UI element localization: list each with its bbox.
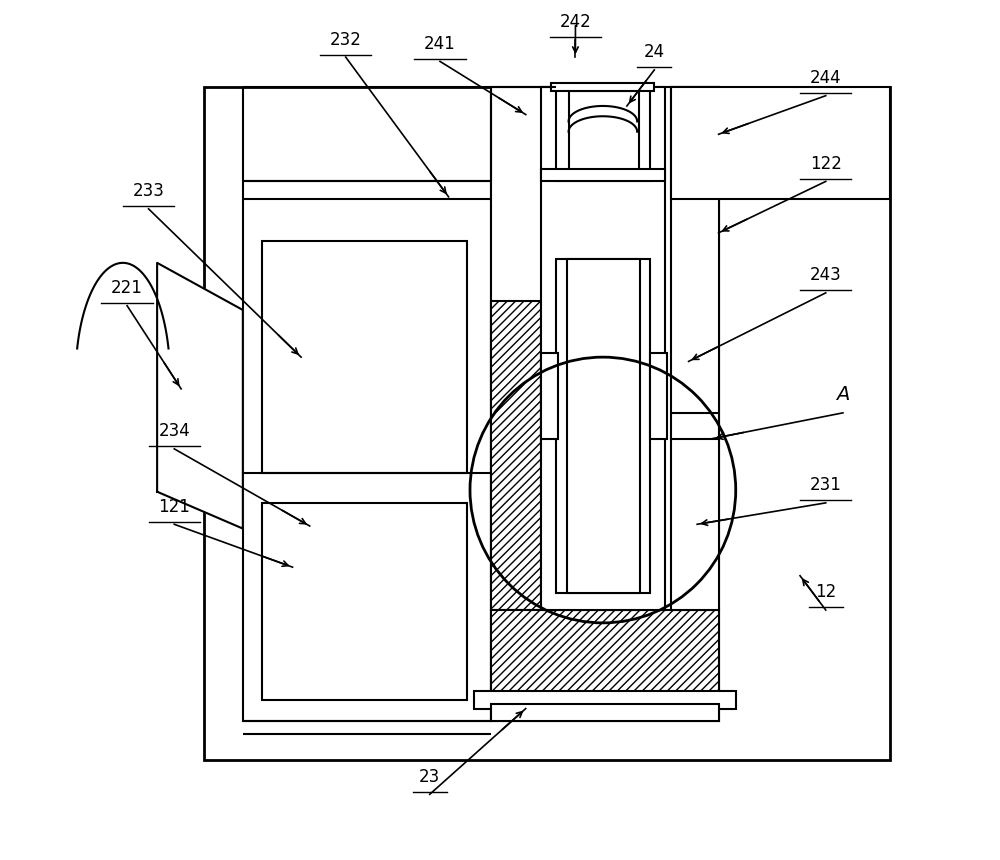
Bar bbox=[204, 87, 890, 760]
Bar bbox=[262, 242, 467, 473]
Text: 122: 122 bbox=[810, 155, 842, 173]
Bar bbox=[567, 259, 640, 593]
Bar bbox=[491, 704, 719, 722]
Text: 241: 241 bbox=[424, 34, 456, 52]
Bar bbox=[541, 353, 558, 439]
Bar bbox=[569, 91, 639, 173]
Bar bbox=[650, 353, 667, 439]
Text: 121: 121 bbox=[158, 498, 190, 516]
Bar bbox=[541, 87, 665, 610]
Text: 232: 232 bbox=[330, 31, 362, 48]
Bar bbox=[262, 503, 467, 700]
Bar bbox=[551, 83, 654, 91]
Text: 242: 242 bbox=[560, 14, 591, 32]
Text: 234: 234 bbox=[158, 422, 190, 440]
Bar bbox=[243, 181, 491, 722]
Bar bbox=[491, 301, 541, 610]
Bar bbox=[474, 691, 736, 709]
Polygon shape bbox=[157, 263, 243, 529]
Bar bbox=[556, 259, 650, 593]
Text: 243: 243 bbox=[810, 267, 842, 285]
Text: 23: 23 bbox=[419, 768, 440, 786]
Bar bbox=[491, 610, 719, 700]
Text: 12: 12 bbox=[815, 583, 836, 601]
Bar bbox=[491, 87, 719, 722]
Bar bbox=[556, 87, 650, 181]
Bar bbox=[671, 87, 719, 610]
Text: A: A bbox=[836, 385, 850, 404]
Text: 233: 233 bbox=[133, 182, 164, 200]
Bar bbox=[671, 87, 890, 199]
Text: 24: 24 bbox=[644, 43, 665, 61]
Text: 244: 244 bbox=[810, 69, 842, 87]
Text: 221: 221 bbox=[111, 280, 143, 298]
Text: 231: 231 bbox=[810, 476, 842, 494]
Bar bbox=[541, 169, 665, 181]
